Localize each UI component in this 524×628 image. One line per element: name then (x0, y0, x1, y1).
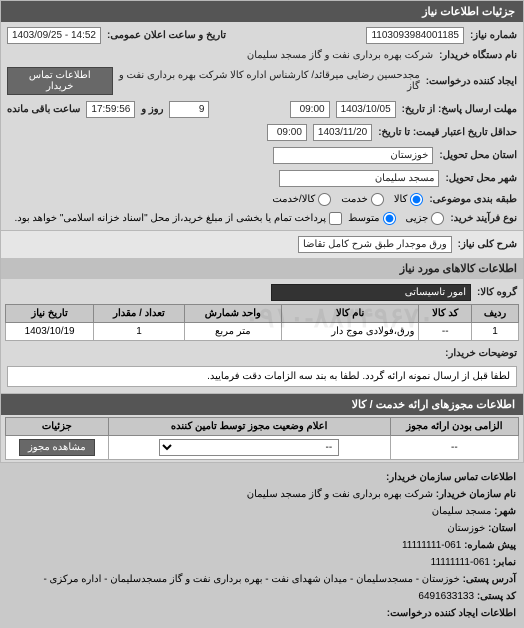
permit-col2: اعلام وضعیت مجوز توسط تامین کننده (108, 418, 390, 436)
radio-both-input[interactable] (318, 193, 331, 206)
col-date: تاریخ نیاز (6, 305, 94, 323)
cell-qty: 1 (94, 323, 185, 341)
contact-fax-l: نمابر: (493, 557, 516, 568)
radio-goods-label: کالا (394, 194, 408, 205)
contact-fax-v: 061-11111111 (431, 557, 490, 568)
contact-city-l: شهر: (494, 506, 516, 517)
radio-goods[interactable]: کالا (394, 193, 424, 206)
cell-name: ورق،فولادی موج دار (281, 323, 419, 341)
buyer-note-label: توضیحات خریدار: (445, 348, 517, 359)
announce-label: تاریخ و ساعت اعلان عمومی: (107, 30, 226, 41)
remain-time: 17:59:56 (86, 101, 135, 118)
creator-value: مجدحسین رضایی میرقائد/ کارشناس اداره کال… (119, 70, 420, 92)
treasury-note: پرداخت تمام یا بخشی از مبلغ خرید،از محل … (14, 213, 326, 224)
contact-creator-l: اطلاعات ایجاد کننده درخواست: (387, 608, 516, 619)
permit-col1: الزامی بودن ارائه مجوز (390, 418, 518, 436)
valid-to-time: 09:00 (267, 124, 307, 141)
cell-date: 1403/10/19 (6, 323, 94, 341)
radio-service[interactable]: خدمت (341, 193, 384, 206)
contact-pre-l: پیش شماره: (464, 540, 516, 551)
permit-mandatory: -- (390, 436, 518, 460)
process-label: نوع فرآیند خرید: (450, 213, 517, 224)
contact-header: اطلاعات تماس سازمان خریدار: (386, 472, 516, 483)
contact-block: اطلاعات تماس سازمان خریدار: نام سازمان خ… (0, 463, 524, 628)
send-deadline-label: مهلت ارسال پاسخ: از تاریخ: (402, 104, 517, 115)
contact-org-v: شرکت بهره برداری نفت و گاز مسجد سلیمان (247, 489, 433, 500)
cell-code: -- (419, 323, 472, 341)
contact-buyer-button[interactable]: اطلاعات تماس خریدار (7, 67, 113, 95)
permit-status-cell: -- (108, 436, 390, 460)
desc-title-label: شرح کلی نیاز: (458, 239, 517, 250)
permit-row: -- -- مشاهده مجوز (6, 436, 519, 460)
permits-header: اطلاعات مجوزهای ارائه خدمت / کالا (1, 394, 523, 415)
remain-days: 9 (169, 101, 209, 118)
view-permit-button[interactable]: مشاهده مجوز (19, 439, 95, 456)
permit-col3: جزئیات (6, 418, 109, 436)
announce-value: 14:52 - 1403/09/25 (7, 27, 101, 44)
group-value: امور تاسیساتی (271, 284, 471, 301)
treasury-checkbox[interactable] (329, 212, 342, 225)
goods-table: ردیف کد کالا نام کالا واحد شمارش تعداد /… (5, 304, 519, 341)
cell-unit: متر مربع (184, 323, 281, 341)
radio-mid-label: متوسط (348, 213, 379, 224)
category-label: طبقه بندی موضوعی: (429, 194, 517, 205)
city-value: مسجد سلیمان (279, 170, 439, 187)
province-label: استان محل تحویل: (439, 150, 517, 161)
contact-post-v: 6491633133 (418, 591, 474, 602)
send-from-time: 09:00 (290, 101, 330, 118)
radio-service-input[interactable] (371, 193, 384, 206)
creator-label: ایجاد کننده درخواست: (426, 76, 517, 87)
treasury-check[interactable]: پرداخت تمام یا بخشی از مبلغ خرید،از محل … (14, 212, 342, 225)
days-word: روز و (141, 104, 163, 115)
col-qty: تعداد / مقدار (94, 305, 185, 323)
city-label: شهر محل تحویل: (445, 173, 517, 184)
contact-prov-l: استان: (488, 523, 516, 534)
radio-low-input[interactable] (431, 212, 444, 225)
need-number-label: شماره نیاز: (470, 30, 517, 41)
permits-table: الزامی بودن ارائه مجوز اعلام وضعیت مجوز … (5, 417, 519, 460)
radio-service-label: خدمت (341, 194, 368, 205)
radio-mid-input[interactable] (383, 212, 396, 225)
col-row: ردیف (472, 305, 519, 323)
contact-prov-v: خوزستان (447, 523, 485, 534)
buyer-org: شرکت بهره برداری نفت و گاز مسجد سلیمان (247, 50, 433, 61)
send-from-date: 1403/10/05 (336, 101, 396, 118)
group-label: گروه کالا: (477, 287, 517, 298)
province-value: خوزستان (273, 147, 433, 164)
radio-both-label: کالا/خدمت (272, 194, 315, 205)
buyer-note-text: لطفا قبل از ارسال نمونه ارائه گردد. لطفا… (7, 366, 517, 387)
desc-title-value: ورق موجدار طبق شرح کامل تقاضا (298, 236, 452, 253)
contact-org-l: نام سازمان خریدار: (436, 489, 516, 500)
contact-city-v: مسجد سلیمان (432, 506, 492, 517)
goods-section-header: اطلاعات کالاهای مورد نیاز (1, 258, 523, 279)
need-number: 1103093984001185 (366, 27, 464, 44)
contact-pre-v: 061-11111111 (402, 540, 461, 551)
valid-to-label: حداقل تاریخ اعتبار قیمت: تا تاریخ: (378, 127, 517, 138)
remain-suffix: ساعت باقی مانده (7, 104, 80, 115)
permit-details-cell: مشاهده مجوز (6, 436, 109, 460)
table-row: 1 -- ورق،فولادی موج دار متر مربع 1 1403/… (6, 323, 519, 341)
col-unit: واحد شمارش (184, 305, 281, 323)
cell-row: 1 (472, 323, 519, 341)
panel-header-need: جزئیات اطلاعات نیاز (1, 1, 523, 22)
permit-status-select[interactable]: -- (159, 439, 339, 456)
radio-low[interactable]: جزیی (406, 212, 445, 225)
col-code: کد کالا (419, 305, 472, 323)
buyer-org-label: نام دستگاه خریدار: (439, 50, 517, 61)
contact-post-l: کد پستی: (477, 591, 516, 602)
valid-to-date: 1403/11/20 (313, 124, 372, 141)
radio-goods-input[interactable] (410, 193, 423, 206)
col-name: نام کالا (281, 305, 419, 323)
radio-mid[interactable]: متوسط (348, 212, 395, 225)
radio-low-label: جزیی (406, 213, 429, 224)
radio-both[interactable]: کالا/خدمت (272, 193, 331, 206)
